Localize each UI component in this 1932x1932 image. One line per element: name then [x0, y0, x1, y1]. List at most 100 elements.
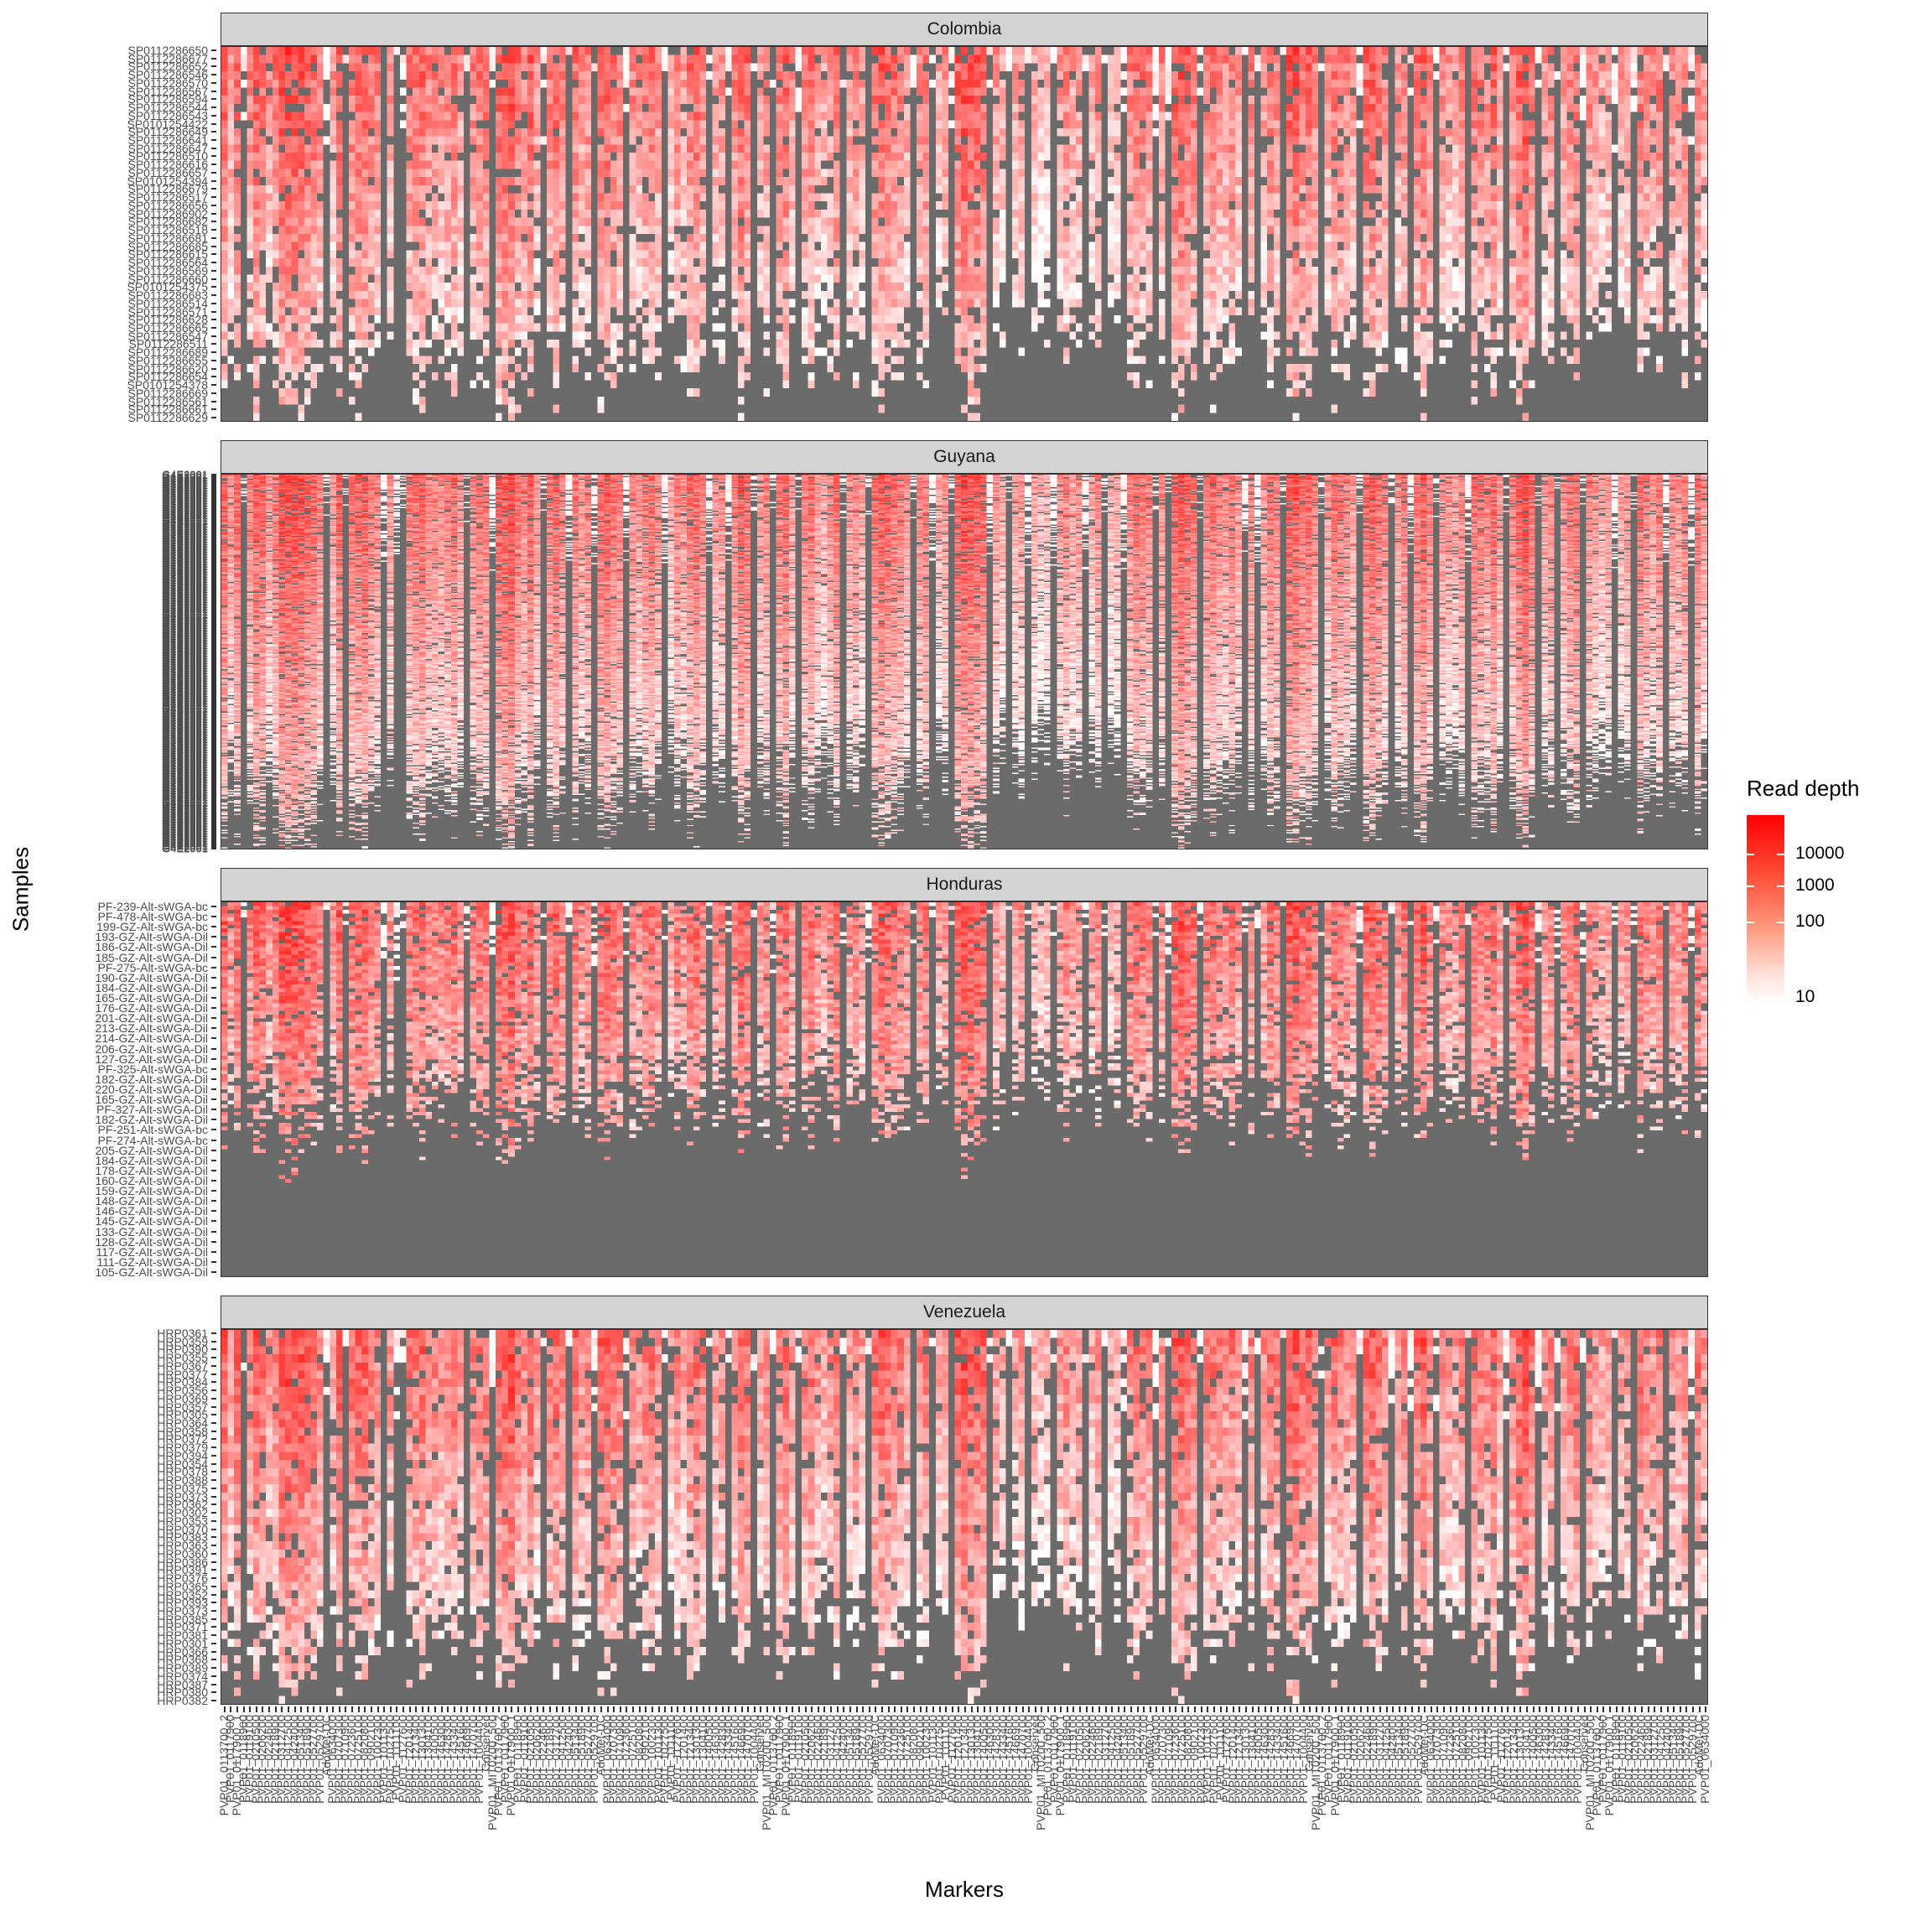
sample-label: SP0112286628: [127, 313, 209, 327]
x-tick: [696, 1706, 699, 1712]
x-tick: [1334, 1706, 1337, 1712]
legend-tick: [1747, 921, 1754, 923]
x-tick: [1659, 1706, 1662, 1712]
y-tick: [211, 614, 216, 615]
sample-label: SP0112286652: [127, 60, 209, 74]
x-tick: [434, 1706, 437, 1712]
sample-label: G4E2001: [162, 494, 208, 507]
x-tick: [1691, 1706, 1694, 1712]
y-tick: [211, 848, 216, 850]
sample-label: G4E2001: [162, 498, 208, 512]
sample-label: G4E2001: [162, 730, 208, 743]
y-tick: [211, 335, 216, 337]
sample-label: SP0112286681: [127, 231, 209, 245]
sample-label: G4E2001: [162, 595, 208, 608]
sample-label: G4E2001: [162, 748, 208, 761]
x-tick: [945, 1706, 948, 1712]
y-tick: [211, 916, 216, 918]
sample-label: G4E2001: [162, 597, 208, 610]
y-tick: [211, 631, 216, 633]
sample-label: G4E2001: [162, 504, 208, 517]
x-tick: [1366, 1706, 1368, 1712]
y-tick: [211, 612, 216, 615]
x-tick: [383, 1706, 386, 1712]
y-tick: [211, 622, 216, 625]
x-tick: [721, 1706, 724, 1712]
facet-strip-honduras: Honduras: [221, 868, 1708, 901]
y-tick: [211, 1430, 216, 1432]
sample-label: G4E2001: [162, 666, 208, 679]
x-tick: [325, 1706, 328, 1712]
x-tick: [1385, 1706, 1388, 1712]
x-tick: [1015, 1706, 1017, 1712]
sample-label: G4E2001: [162, 688, 208, 702]
x-tick: [472, 1706, 475, 1712]
y-tick: [211, 620, 216, 622]
facet-strip-colombia: Colombia: [221, 13, 1708, 46]
y-tick: [211, 663, 216, 666]
x-tick: [1219, 1706, 1222, 1712]
sample-label: SP0112286567: [127, 84, 209, 98]
y-tick: [211, 57, 216, 60]
y-tick: [211, 685, 216, 688]
sample-label: SP0112286569: [127, 263, 209, 278]
sample-label: G4E2001: [162, 609, 208, 622]
sample-label: SP0112286661: [127, 402, 209, 417]
sample-label: G4E2001: [162, 532, 208, 546]
y-tick: [211, 1389, 216, 1392]
y-tick: [211, 527, 216, 529]
facet-strip-venezuela: Venezuela: [221, 1296, 1708, 1329]
sample-label: G4E2001: [162, 674, 208, 688]
x-tick: [600, 1706, 603, 1712]
sample-label: SP0101254378: [127, 378, 208, 392]
sample-label: G4E2001: [162, 693, 208, 707]
y-tick: [211, 1561, 216, 1563]
sample-label: G4E2001: [162, 712, 208, 725]
y-tick: [211, 572, 216, 574]
sample-label: G4E2001: [162, 639, 208, 652]
x-tick: [1327, 1706, 1330, 1712]
y-tick: [211, 1700, 216, 1702]
y-tick: [211, 539, 216, 542]
y-tick: [211, 567, 216, 569]
y-tick: [211, 661, 216, 663]
y-tick: [211, 147, 216, 149]
y-tick: [211, 543, 216, 546]
y-tick: [211, 577, 216, 579]
sample-label: G4E2001: [162, 676, 208, 689]
y-tick: [211, 596, 216, 599]
y-tick: [211, 528, 216, 531]
sample-label: G4E2001: [162, 602, 208, 615]
x-tick: [1200, 1706, 1202, 1712]
x-tick: [887, 1706, 890, 1712]
sample-label: G4E2001: [162, 624, 208, 637]
sample-label: G4E2001: [162, 710, 208, 724]
y-tick: [211, 1479, 216, 1482]
sample-label: G4E2001: [162, 587, 208, 600]
y-tick: [211, 523, 216, 526]
y-tick: [211, 1098, 216, 1101]
sample-label: G4E2001: [162, 573, 208, 586]
sample-label: G4E2001: [162, 525, 208, 538]
x-tick: [664, 1706, 667, 1712]
x-tick: [223, 1706, 226, 1712]
x-tick: [1571, 1706, 1573, 1712]
legend-tick: [1747, 885, 1754, 887]
sample-label: G4E2001: [162, 544, 208, 558]
sample-label: G4E2001: [162, 613, 208, 626]
x-tick: [1513, 1706, 1515, 1712]
y-tick: [211, 986, 216, 989]
y-tick: [211, 506, 216, 508]
x-tick: [1104, 1706, 1107, 1712]
y-tick: [211, 946, 216, 948]
sample-label: G4E2001: [162, 493, 208, 506]
x-tick: [1488, 1706, 1490, 1712]
sample-label: G4E2001: [162, 557, 208, 570]
sample-label: G4E2001: [162, 733, 208, 746]
x-tick: [1456, 1706, 1458, 1712]
x-tick: [1232, 1706, 1234, 1712]
y-tick: [211, 595, 216, 597]
y-tick: [211, 376, 216, 378]
y-tick: [211, 1027, 216, 1030]
x-tick: [1168, 1706, 1171, 1712]
